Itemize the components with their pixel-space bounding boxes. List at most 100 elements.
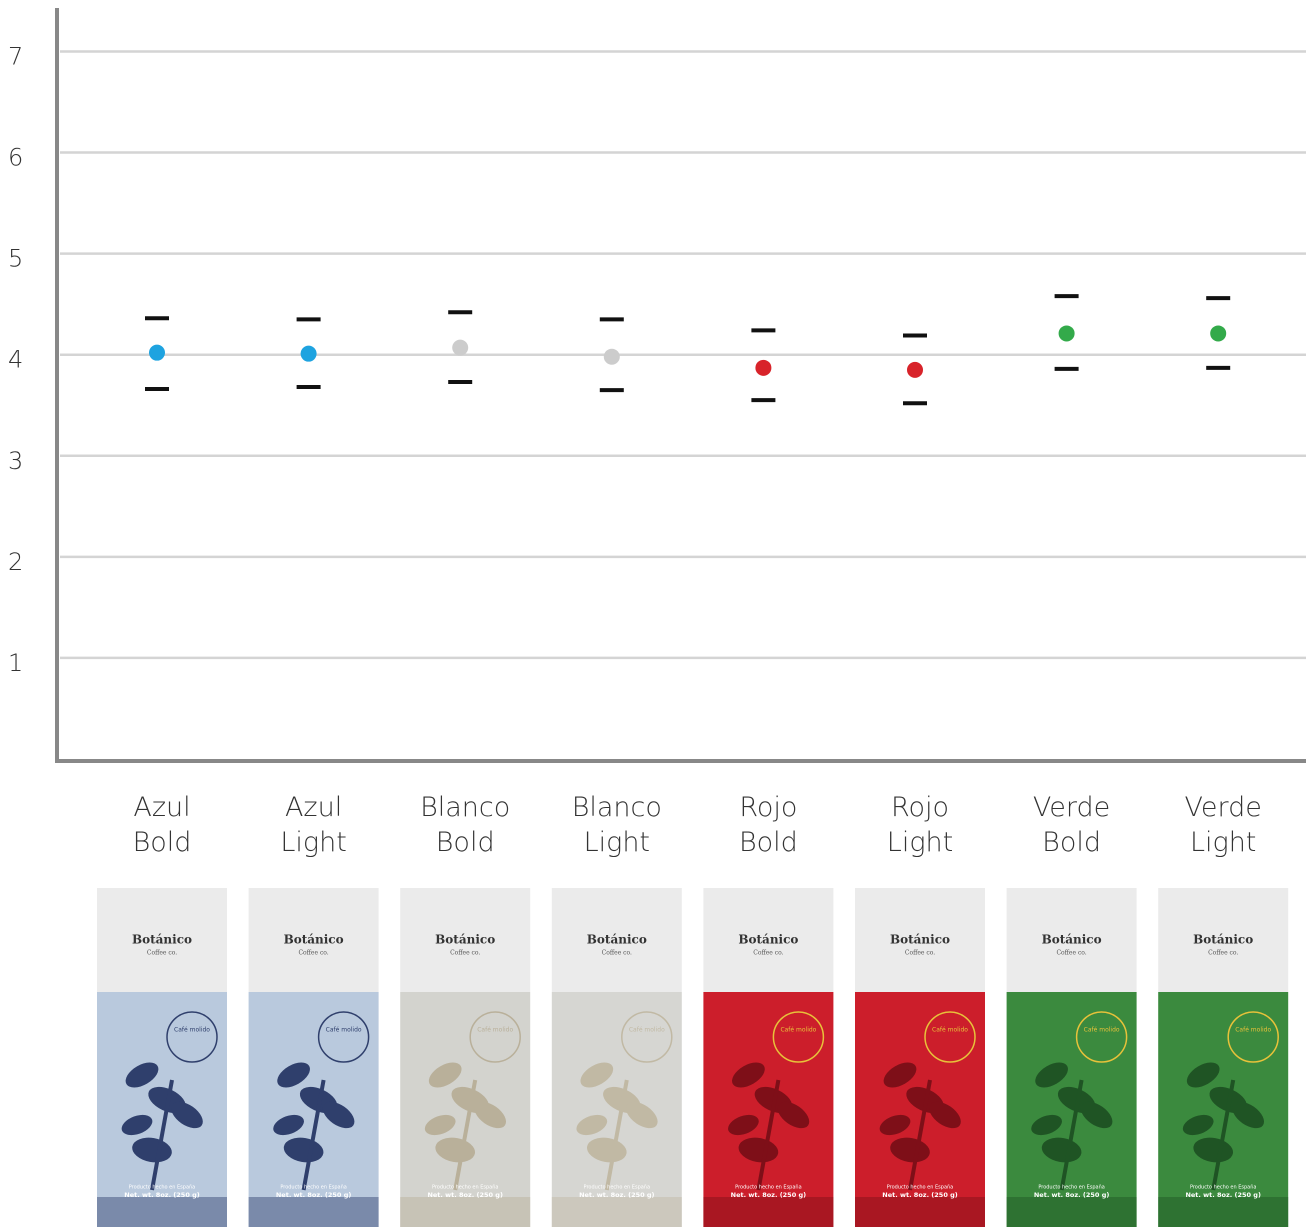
package-leaf: [576, 1114, 608, 1136]
package-shadow: [400, 1197, 531, 1227]
package-leaf: [1031, 1114, 1062, 1136]
package-brand: Botánico: [738, 933, 798, 947]
package-stamp: [621, 1011, 673, 1063]
package-stamp: [1227, 1011, 1279, 1063]
package-shadow: [248, 1197, 379, 1227]
dot: [1210, 325, 1227, 342]
package-stem: [1059, 1079, 1084, 1191]
package-brand: Botánico: [587, 933, 647, 947]
package-top: [855, 888, 985, 992]
package-leaf: [625, 1101, 658, 1129]
package: Botánico Coffee co. Café molido Producto he…: [855, 888, 985, 1227]
x-tick-label: Rojo Bold: [738, 792, 798, 858]
y-tick-label: 6: [8, 144, 23, 172]
package-stem: [1211, 1079, 1236, 1191]
package-shadow: [1158, 1197, 1289, 1227]
package-leaf: [121, 1114, 153, 1136]
x-tick-label: Blanco Bold: [420, 792, 511, 858]
package-origin: Producto hecho en España: [280, 1185, 347, 1191]
y-tick-label: 1: [8, 649, 23, 677]
y-tick-label: 5: [8, 245, 23, 273]
y-tick-label: 7: [8, 42, 23, 70]
package-subtitle: Coffee co.: [298, 950, 328, 957]
package: Botánico Coffee co. Café molido Producto he…: [97, 888, 227, 1227]
package-stamp-text: Café molido: [780, 1027, 816, 1034]
package-leaf: [277, 1062, 310, 1088]
package-brand: Botánico: [1042, 933, 1102, 947]
y-tick-label: 2: [8, 548, 23, 576]
package-shadow: [551, 1197, 682, 1227]
package-leaf: [428, 1062, 462, 1088]
dot: [452, 339, 469, 356]
package-subtitle: Coffee co.: [905, 950, 935, 957]
package-stamp-text: Café molido: [174, 1027, 210, 1034]
x-tick-label: Rojo Light: [886, 792, 954, 858]
package-top: [1006, 888, 1137, 992]
package-subtitle: Coffee co.: [753, 950, 783, 957]
package-leaf: [883, 1062, 917, 1088]
package-stem: [453, 1079, 478, 1191]
package-brand: Botánico: [1193, 933, 1253, 947]
package-weight: Net. wt. 8oz. (250 g): [731, 1191, 806, 1199]
dot: [149, 344, 165, 361]
package-brand: Botánico: [284, 933, 344, 947]
package-leaf: [1080, 1101, 1113, 1129]
package-leaf: [728, 1114, 759, 1136]
package-stamp-text: Café molido: [477, 1027, 513, 1034]
package-shadow: [855, 1197, 985, 1227]
package-origin: Producto hecho en España: [1038, 1185, 1105, 1191]
package: Botánico Coffee co. Café molido Producto he…: [551, 888, 682, 1227]
package: Botánico Coffee co. Café molido Producto he…: [1006, 888, 1137, 1227]
package-stamp: [1075, 1011, 1128, 1063]
package-weight: Net. wt. 8oz. (250 g): [124, 1191, 199, 1199]
x-tick-label: Verde Light: [1184, 792, 1262, 858]
package-leaf: [474, 1101, 507, 1129]
package-leaf: [879, 1114, 911, 1136]
package-origin: Producto hecho en España: [887, 1185, 954, 1191]
package-top: [400, 888, 531, 992]
dot: [300, 345, 317, 362]
package-stamp-text: Café molido: [1084, 1027, 1120, 1034]
x-tick-label: Azul Bold: [132, 792, 192, 858]
package-stamp: [772, 1011, 825, 1063]
package-brand: Botánico: [890, 933, 950, 947]
package-shadow: [97, 1197, 227, 1227]
package-subtitle: Coffee co.: [1056, 950, 1086, 957]
package-top: [97, 888, 227, 992]
package-leaf: [929, 1101, 961, 1129]
package-leaf: [732, 1062, 765, 1088]
package: Botánico Coffee co. Café molido Producto he…: [248, 888, 379, 1227]
dot: [755, 359, 772, 376]
x-tick-label: Blanco Light: [571, 792, 662, 858]
package-top: [551, 888, 682, 992]
package-subtitle: Coffee co.: [1208, 950, 1238, 957]
package: Botánico Coffee co. Café molido Producto he…: [703, 888, 834, 1227]
x-tick-label: Azul Light: [280, 792, 347, 858]
dot: [1058, 325, 1075, 342]
package-weight: Net. wt. 8oz. (250 g): [1185, 1191, 1260, 1199]
package-subtitle: Coffee co.: [147, 950, 177, 957]
package-leaf: [171, 1101, 203, 1129]
package-origin: Producto hecho en España: [584, 1185, 651, 1191]
package-brand: Botánico: [435, 933, 495, 947]
dot: [603, 348, 620, 365]
package-top: [248, 888, 379, 992]
package-shadow: [703, 1197, 834, 1227]
package-stem: [908, 1079, 932, 1191]
package-leaf: [125, 1062, 159, 1088]
package-leaf: [424, 1114, 456, 1136]
package-leaf: [1186, 1062, 1220, 1088]
package-weight: Net. wt. 8oz. (250 g): [276, 1191, 351, 1199]
package-origin: Producto hecho en España: [735, 1185, 802, 1191]
package-subtitle: Coffee co.: [450, 950, 480, 957]
package-leaf: [1035, 1062, 1068, 1088]
package-leaf: [777, 1101, 810, 1129]
package-leaf: [1182, 1114, 1214, 1136]
package-top: [703, 888, 834, 992]
package-stem: [604, 1079, 629, 1191]
package-shadow: [1006, 1197, 1137, 1227]
package-stamp: [317, 1011, 370, 1063]
package: Botánico Coffee co. Café molido Producto he…: [1158, 888, 1289, 1227]
